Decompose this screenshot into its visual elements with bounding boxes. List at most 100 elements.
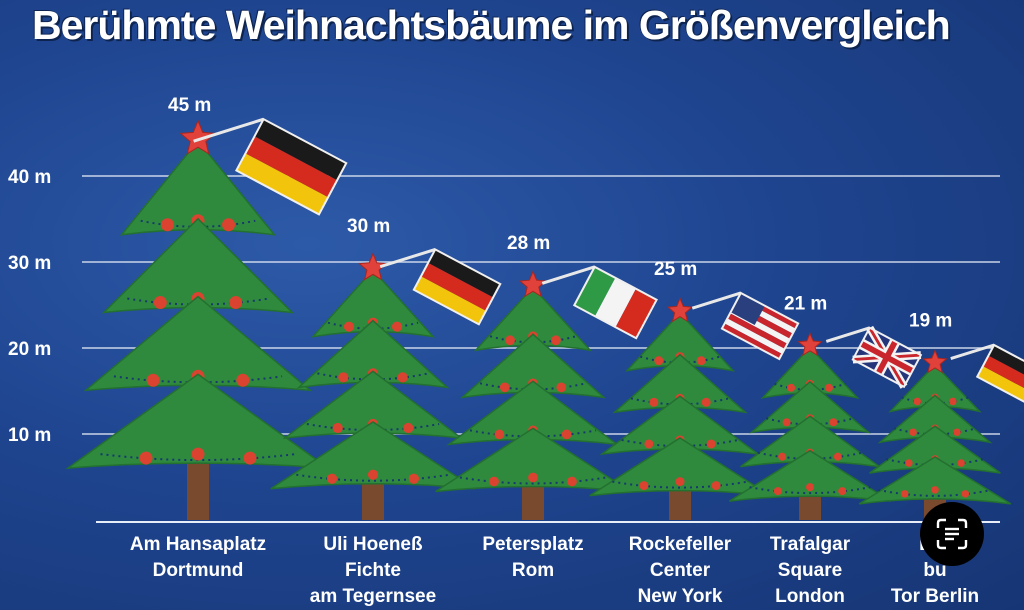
ornament — [913, 397, 921, 406]
usa-flag-icon — [691, 291, 800, 361]
tree-bar: 45 m — [65, 95, 348, 520]
ornament — [900, 490, 909, 498]
category-label: am Tegernsee — [310, 586, 436, 607]
tree-garland — [749, 486, 871, 495]
tree-garland — [127, 297, 269, 306]
flag-border — [851, 326, 923, 389]
ornament — [229, 296, 243, 310]
ornament — [782, 418, 791, 427]
category-label: Trafalgar — [770, 534, 851, 555]
tree-garland — [140, 219, 256, 228]
ornament — [953, 428, 961, 437]
italy-flag-icon — [541, 265, 658, 340]
value-label: 19 m — [909, 311, 952, 332]
ornament — [338, 372, 349, 383]
value-label: 45 m — [168, 95, 211, 116]
flag-pole — [379, 248, 436, 269]
ornament — [829, 418, 838, 427]
star-icon — [518, 270, 548, 298]
tree-bar: 25 m — [589, 259, 800, 520]
ornament — [654, 356, 664, 366]
ornament — [838, 487, 847, 496]
tree-garland — [765, 417, 855, 426]
flag-pole — [193, 117, 265, 143]
flag-pole — [825, 326, 871, 343]
category-label: Tor Berlin — [891, 586, 979, 607]
category-label: Square — [778, 560, 842, 581]
ornament — [931, 486, 939, 494]
value-label: 25 m — [654, 259, 697, 280]
ornament — [153, 296, 167, 310]
ornament — [909, 428, 917, 437]
flag-border — [235, 117, 348, 216]
ornament — [160, 218, 174, 232]
category-label: London — [775, 586, 845, 607]
ornament — [499, 382, 510, 393]
chart-title: Berühmte Weihnachtsbäume im Größenvergle… — [32, 2, 951, 48]
flag-pole — [691, 291, 742, 310]
tree-garland — [639, 355, 721, 364]
flag-stripe — [236, 153, 329, 215]
flag-stripe — [727, 313, 788, 349]
value-label: 28 m — [507, 233, 550, 254]
flag-stripe — [420, 262, 494, 311]
ornament — [805, 483, 815, 492]
y-tick-label: 10 m — [8, 425, 51, 446]
tree-garland — [877, 488, 993, 497]
category-label: bu — [923, 560, 946, 581]
tree-garland — [901, 396, 969, 405]
ornament — [561, 429, 572, 440]
category-label: Petersplatz — [482, 534, 583, 555]
category-label: Dortmund — [153, 560, 244, 581]
ornament — [556, 382, 567, 393]
flag-border — [720, 291, 800, 361]
flag-stripe — [574, 266, 616, 317]
flag-border — [975, 343, 1024, 406]
tree-garland — [612, 480, 748, 489]
ornament — [403, 422, 414, 434]
category-label: Rom — [512, 560, 554, 581]
ornament — [222, 218, 236, 232]
star-icon — [179, 119, 217, 155]
flag-stripe — [988, 345, 1024, 383]
category-label: Rockefeller — [629, 534, 732, 555]
ornament — [957, 459, 965, 467]
ornament — [489, 476, 499, 487]
flag-stripe — [594, 277, 636, 328]
tree-garland — [459, 476, 607, 485]
text-scan-button[interactable] — [920, 502, 984, 566]
ornament — [191, 447, 205, 461]
value-label: 30 m — [347, 216, 390, 237]
tree-bar: 30 m — [270, 216, 502, 520]
ornament — [343, 321, 355, 332]
category-label: New York — [638, 586, 723, 607]
flag-stripe — [245, 136, 338, 198]
ornament — [824, 383, 833, 392]
tree-bar: 28 m — [435, 233, 658, 520]
ornament — [326, 473, 338, 484]
flag-stripe — [413, 276, 486, 325]
germany-flag-icon — [193, 117, 348, 216]
flag-canton — [730, 292, 765, 325]
tree-bar: 19 m — [858, 311, 1024, 520]
ornament — [701, 397, 711, 407]
ornament — [644, 439, 654, 449]
ornament — [905, 459, 913, 467]
germany-flag-icon — [950, 343, 1024, 406]
category-label: Fichte — [345, 560, 401, 581]
germany-flag-icon — [379, 248, 502, 326]
ornament — [332, 422, 343, 434]
text-scan-icon — [936, 518, 968, 550]
ornament — [551, 335, 561, 346]
ornament — [639, 481, 649, 491]
ornament — [397, 372, 408, 383]
ornament — [494, 429, 505, 440]
y-tick-label: 30 m — [8, 253, 51, 274]
tree-canopy — [858, 456, 1012, 505]
ornament — [139, 451, 153, 465]
ornament — [675, 477, 685, 487]
y-tick-label: 40 m — [8, 167, 51, 188]
flag-stripe — [982, 355, 1024, 394]
ornament — [773, 487, 782, 496]
